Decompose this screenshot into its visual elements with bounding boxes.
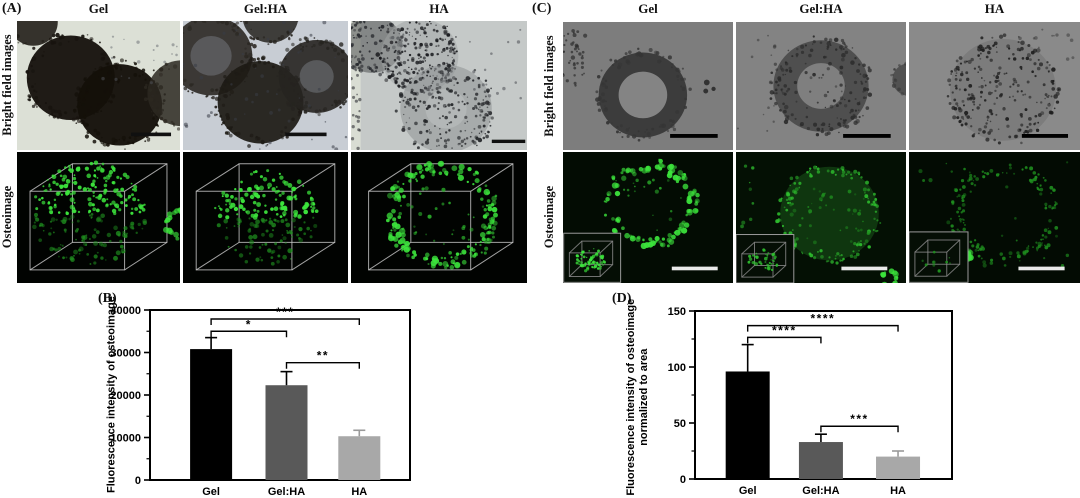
svg-text:****: **** [811,312,836,326]
panel-a-col-header-ha: HA [429,1,449,16]
panel-c-col-header-gelha: Gel:HA [799,1,843,16]
panel-a-col-header-gelha: Gel:HA [243,1,288,16]
svg-text:10000: 10000 [110,433,141,445]
svg-text:**: ** [317,349,329,363]
svg-text:HA: HA [890,485,906,497]
osteoimage-3d-a-gel [17,152,180,283]
panel-c-row-label-brightfield: Bright field images [542,35,556,137]
osteoimage-3d-a-ha [351,152,527,283]
osteoimage-3d-a-gelha [183,152,348,283]
svg-text:20000: 20000 [110,390,141,402]
panel-a-row-label-osteoimage: Osteoimage [0,185,14,249]
svg-text:***: *** [276,305,295,319]
svg-text:Gel: Gel [739,485,757,497]
svg-text:50: 50 [674,418,686,430]
osteoimage-c-gel [563,152,733,283]
svg-text:0: 0 [135,475,141,487]
brightfield-image-c-gel [563,22,733,150]
panel-a-label: (A) [2,1,22,16]
brightfield-image-a-gelha [183,21,348,150]
panel-c-label: (C) [532,1,552,16]
svg-text:***: *** [850,412,869,426]
brightfield-image-a-gel [17,21,180,150]
panel-c-col-header-ha: HA [984,1,1005,16]
osteoimage-c-ha [909,152,1080,283]
svg-text:40000: 40000 [110,305,141,317]
svg-text:0: 0 [680,474,686,486]
svg-text:Gel:HA: Gel:HA [802,485,839,497]
panel-c-row-label-osteoimage: Osteoimage [542,185,556,249]
svg-text:150: 150 [668,306,686,318]
brightfield-image-c-gelha [736,22,906,150]
panel-a-row-label-brightfield: Bright field images [0,34,14,136]
panel-a-col-header-gel: Gel [88,1,109,16]
panel-d-y-axis-label: Fluorescence intensity of osteoimage nor… [624,298,650,496]
svg-text:100: 100 [668,362,686,374]
svg-text:Gel:HA: Gel:HA [268,486,305,498]
svg-text:Gel: Gel [202,486,220,498]
panel-d-label: (D) [612,291,632,306]
svg-text:30000: 30000 [110,348,141,360]
panel-d-bar-chart: 0 50 100 150 Gel Gel:HA HA **** **** *** [668,298,980,498]
brightfield-image-a-ha [351,21,527,150]
brightfield-image-c-ha [909,22,1080,150]
svg-text:*: * [246,317,252,331]
panel-c-col-header-gel: Gel [638,1,658,16]
svg-text:****: **** [772,323,797,337]
osteoimage-c-gelha [736,152,906,283]
svg-text:HA: HA [351,486,367,498]
panel-b-label: (B) [98,291,117,306]
panel-b-bar-chart: 0 10000 20000 30000 40000 Gel Gel:HA HA *** * ** [110,298,430,498]
